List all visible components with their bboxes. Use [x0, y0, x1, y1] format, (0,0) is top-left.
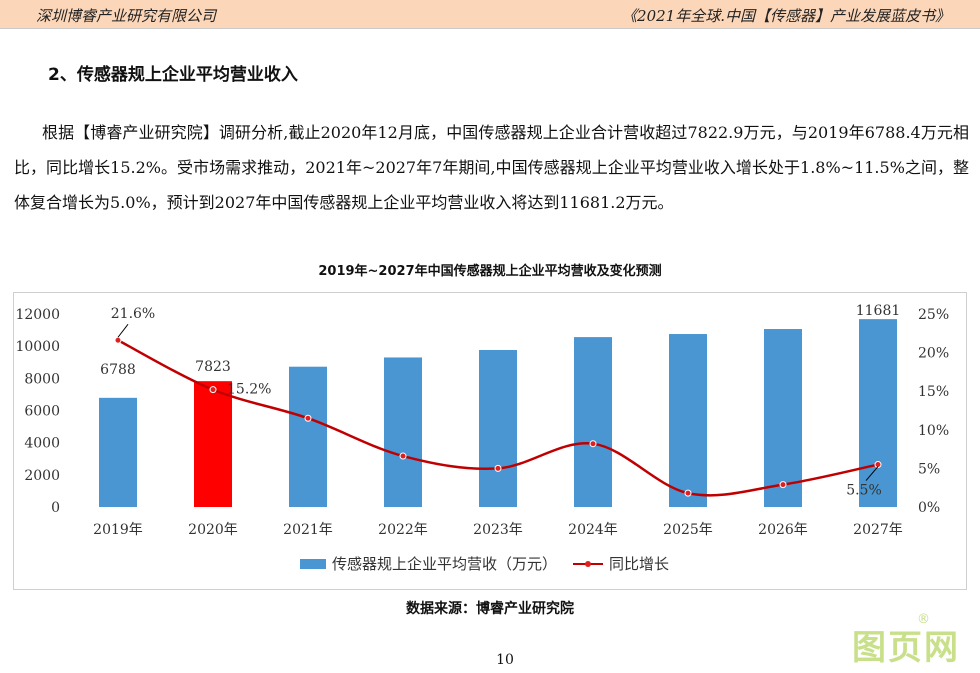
data-source: 数据来源：博睿产业研究院	[406, 601, 574, 617]
growth-point-2026年	[779, 481, 787, 489]
chart-frame	[13, 292, 967, 590]
growth-point-2021年	[304, 414, 312, 422]
x-axis-tick: 2023年	[473, 522, 523, 538]
page-number: 10	[496, 652, 514, 668]
bar-value-label: 11681	[856, 303, 901, 319]
right-axis-tick: 5%	[918, 461, 940, 477]
left-axis-tick: 12000	[15, 307, 60, 323]
watermark-logo: 图页网 ®	[852, 612, 960, 668]
left-axis-tick: 2000	[24, 468, 60, 484]
x-axis-tick: 2024年	[568, 522, 618, 538]
x-axis-tick: 2020年	[188, 522, 238, 538]
legend-line-label: 同比增长	[609, 555, 670, 573]
growth-point-2019年	[114, 336, 122, 344]
left-axis-tick: 4000	[24, 436, 60, 452]
bar-2026年	[764, 329, 802, 507]
growth-point-2023年	[494, 464, 502, 472]
x-axis-tick: 2022年	[378, 522, 428, 538]
bar-2022年	[384, 357, 422, 507]
growth-value-label: 5.5%	[846, 483, 882, 499]
section-title: 2、传感器规上企业平均营业收入	[48, 65, 298, 85]
growth-point-2022年	[399, 452, 407, 460]
growth-value-label: 15.2%	[227, 382, 271, 398]
x-axis-tick: 2026年	[758, 522, 808, 538]
growth-point-2020年	[209, 386, 217, 394]
right-axis-tick: 0%	[918, 500, 940, 516]
growth-point-2024年	[589, 440, 597, 448]
page-header: 深圳博睿产业研究有限公司 《2021年全球.中国【传感器】产业发展蓝皮书》	[0, 0, 980, 29]
header-report-title: 《2021年全球.中国【传感器】产业发展蓝皮书》	[622, 7, 950, 25]
bar-2021年	[289, 366, 327, 507]
right-axis-tick: 15%	[918, 384, 949, 400]
legend-bar-swatch	[300, 558, 326, 569]
growth-point-2025年	[684, 489, 692, 497]
chart-title: 2019年~2027年中国传感器规上企业平均营收及变化预测	[318, 264, 662, 279]
left-axis-tick: 6000	[24, 404, 60, 420]
legend-bar-label: 传感器规上企业平均营收（万元）	[332, 555, 558, 573]
x-axis-tick: 2021年	[283, 522, 333, 538]
x-axis-tick: 2025年	[663, 522, 713, 538]
right-axis-tick: 20%	[918, 346, 949, 362]
growth-point-2027年	[874, 461, 882, 469]
legend-line-swatch	[573, 559, 604, 569]
bar-2023年	[479, 349, 517, 507]
bar-2024年	[574, 337, 612, 507]
left-axis-tick: 10000	[15, 339, 60, 355]
bar-value-label: 6788	[100, 362, 136, 378]
left-axis-tick: 0	[51, 500, 60, 516]
right-axis-tick: 25%	[918, 307, 949, 323]
chart-legend: 传感器规上企业平均营收（万元） 同比增长	[300, 553, 669, 574]
bar-2025年	[669, 334, 707, 507]
label-leader	[117, 323, 129, 338]
growth-value-label: 21.6%	[111, 306, 155, 322]
x-axis-tick: 2019年	[93, 522, 143, 538]
chart: 0 2000 4000 6000 8000 10000 12000 0% 5% 10% 15% 20%…	[15, 303, 949, 538]
bar-2027年	[859, 319, 897, 507]
left-axis-tick: 8000	[24, 371, 60, 387]
right-axis-tick: 10%	[918, 423, 949, 439]
bar-2019年	[99, 397, 137, 507]
bar-2020年	[194, 381, 232, 507]
bar-value-label: 7823	[195, 359, 231, 375]
header-company: 深圳博睿产业研究有限公司	[36, 7, 217, 25]
body-paragraph: 根据【博睿产业研究院】调研分析,截止2020年12月底，中国传感器规上企业合计营…	[14, 123, 969, 212]
x-axis-tick: 2027年	[853, 522, 903, 538]
label-leader	[865, 466, 879, 481]
